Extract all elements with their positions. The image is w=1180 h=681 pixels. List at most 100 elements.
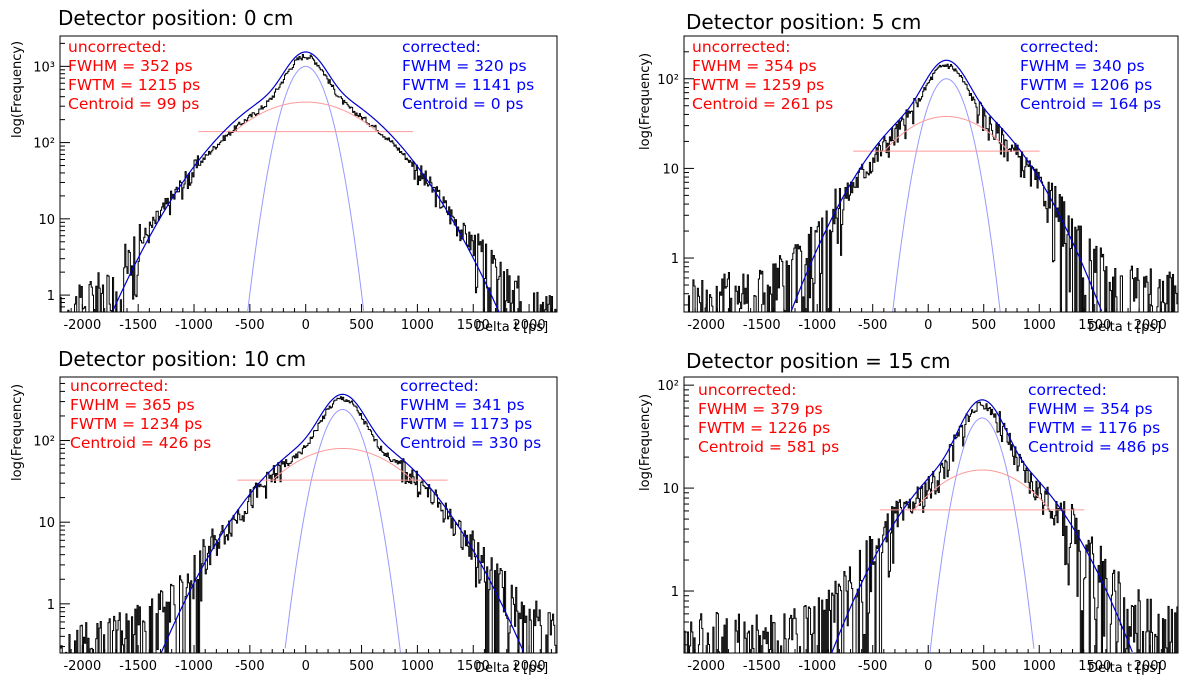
plot-title: Detector position: 10 cm — [58, 347, 307, 371]
x-tick-label: 2000 — [1134, 659, 1167, 674]
x-tick-label: -2000 — [687, 318, 725, 333]
uncorrected-header: uncorrected: — [692, 38, 791, 56]
x-tick-label: 1000 — [1023, 318, 1056, 333]
uncorrected-stats: uncorrected: FWHM = 354 ps FWTM = 1259 p… — [692, 38, 833, 114]
x-tick-label: 500 — [971, 659, 996, 674]
x-axis-label: Delta t [ps] — [475, 320, 549, 335]
x-tick-label: 0 — [302, 659, 310, 674]
uncorrected-header: uncorrected: — [70, 377, 169, 395]
plot-title: Detector position: 5 cm — [686, 10, 922, 34]
uncorrected-fwtm: FWTM = 1234 ps — [70, 415, 203, 433]
plot-panel: Detector position = 15 cm -2000 -1500 -100… — [628, 341, 1180, 681]
corrected-fwhm: FWHM = 340 ps — [1020, 57, 1145, 75]
total-fit-curve — [831, 399, 1133, 653]
narrow-gaussian-component — [284, 408, 401, 653]
y-tick-label: 10 — [662, 162, 679, 177]
corrected-header: corrected: — [1028, 381, 1107, 399]
histogram-series — [60, 396, 557, 654]
corrected-stats: corrected: FWHM = 340 ps FWTM = 1206 ps … — [1020, 38, 1161, 114]
corrected-centroid: Centroid = 164 ps — [1020, 95, 1162, 113]
wide-gaussian-component — [233, 101, 378, 132]
x-tick-label: 1000 — [1023, 659, 1056, 674]
x-tick-label: -1500 — [119, 318, 157, 333]
uncorrected-fwhm: FWHM = 352 ps — [68, 57, 193, 75]
corrected-stats: corrected: FWHM = 341 ps FWTM = 1173 ps … — [400, 377, 541, 453]
x-tick-label: 0 — [924, 659, 932, 674]
uncorrected-centroid: Centroid = 99 ps — [68, 95, 200, 113]
plot-title: Detector position: 0 cm — [58, 6, 294, 30]
uncorrected-fwtm: FWTM = 1226 ps — [698, 419, 831, 437]
y-axis-label: log(Frequency) — [638, 52, 653, 150]
plot-frame — [683, 376, 1179, 654]
x-tick-label: -1000 — [175, 659, 213, 674]
wide-gaussian-component — [913, 469, 1051, 511]
narrow-gaussian-component — [892, 78, 1001, 312]
x-tick-label: -500 — [858, 318, 888, 333]
y-tick-label: 10² — [33, 435, 55, 450]
plot-frame — [59, 376, 558, 654]
x-tick-label: -1000 — [798, 318, 836, 333]
y-tick-label: 10² — [657, 379, 679, 394]
x-tick-label: -1000 — [798, 659, 836, 674]
plot-area: -2000 -1500 -1000 -500 0 500 1000 1500 2000 1 10 10… — [33, 35, 558, 333]
x-tick-label: 2000 — [513, 318, 546, 333]
y-tick-label: 1 — [671, 585, 679, 600]
x-tick-label: 1000 — [401, 659, 434, 674]
wide-gaussian-component — [884, 115, 1009, 151]
corrected-fwhm: FWHM = 354 ps — [1028, 400, 1153, 418]
plot-panel: Detector position: 5 cm -2000 -1500 -1000 -… — [628, 0, 1180, 340]
y-tick-label: 1 — [47, 598, 55, 613]
y-tick-label: 1 — [47, 289, 55, 304]
x-tick-label: 1000 — [401, 318, 434, 333]
plot-title: Detector position = 15 cm — [686, 349, 951, 373]
x-tick-label: 1500 — [1078, 659, 1111, 674]
y-tick-label: 10 — [38, 516, 55, 531]
histogram-series — [684, 63, 1178, 313]
x-tick-label: -1000 — [175, 318, 213, 333]
corrected-centroid: Centroid = 0 ps — [402, 95, 524, 113]
plot-area: -2000 -1500 -1000 -500 0 500 1000 1500 2000 1 10 10… — [657, 35, 1179, 333]
x-tick-label: 500 — [349, 659, 374, 674]
x-tick-label: -1500 — [743, 659, 781, 674]
corrected-centroid: Centroid = 486 ps — [1028, 438, 1170, 456]
x-tick-label: 1500 — [457, 318, 490, 333]
x-tick-label: 500 — [971, 318, 996, 333]
x-axis-label: Delta t [ps] — [475, 661, 549, 676]
y-axis-label: log(Frequency) — [10, 40, 25, 138]
corrected-fwhm: FWHM = 320 ps — [402, 57, 527, 75]
corrected-fwtm: FWTM = 1176 ps — [1028, 419, 1161, 437]
y-tick-label: 10 — [38, 213, 55, 228]
uncorrected-fwtm: FWTM = 1215 ps — [68, 76, 201, 94]
plot-area: -2000 -1500 -1000 -500 0 500 1000 1500 2000 1 10 10… — [657, 376, 1179, 674]
y-tick-label: 10² — [33, 137, 55, 152]
x-axis-label: Delta t [ps] — [1088, 320, 1162, 335]
x-tick-label: 0 — [302, 318, 310, 333]
uncorrected-stats: uncorrected: FWHM = 365 ps FWTM = 1234 p… — [70, 377, 211, 453]
total-fit-curve — [790, 59, 1103, 312]
x-tick-label: -1500 — [743, 318, 781, 333]
y-tick-label: 1 — [671, 252, 679, 267]
histogram-series — [60, 54, 557, 313]
y-tick-label: 10³ — [33, 60, 55, 75]
x-tick-label: 1500 — [1078, 318, 1111, 333]
plot-frame — [683, 35, 1179, 313]
x-tick-label: 0 — [924, 318, 932, 333]
corrected-stats: corrected: FWHM = 354 ps FWTM = 1176 ps … — [1028, 381, 1169, 457]
uncorrected-fwtm: FWTM = 1259 ps — [692, 76, 825, 94]
uncorrected-header: uncorrected: — [698, 381, 797, 399]
corrected-header: corrected: — [1020, 38, 1099, 56]
uncorrected-stats: uncorrected: FWHM = 352 ps FWTM = 1215 p… — [68, 38, 200, 114]
narrow-gaussian-component — [247, 65, 365, 313]
corrected-fwtm: FWTM = 1141 ps — [402, 76, 535, 94]
histogram-series — [684, 401, 1178, 654]
uncorrected-centroid: Centroid = 426 ps — [70, 434, 212, 452]
corrected-fwhm: FWHM = 341 ps — [400, 396, 525, 414]
wide-gaussian-component — [272, 447, 413, 481]
x-tick-label: -500 — [858, 659, 888, 674]
x-tick-label: -2000 — [687, 659, 725, 674]
uncorrected-fwhm: FWHM = 354 ps — [692, 57, 817, 75]
uncorrected-centroid: Centroid = 581 ps — [698, 438, 840, 456]
x-tick-label: -500 — [235, 659, 265, 674]
x-tick-label: -2000 — [63, 659, 101, 674]
corrected-header: corrected: — [400, 377, 479, 395]
